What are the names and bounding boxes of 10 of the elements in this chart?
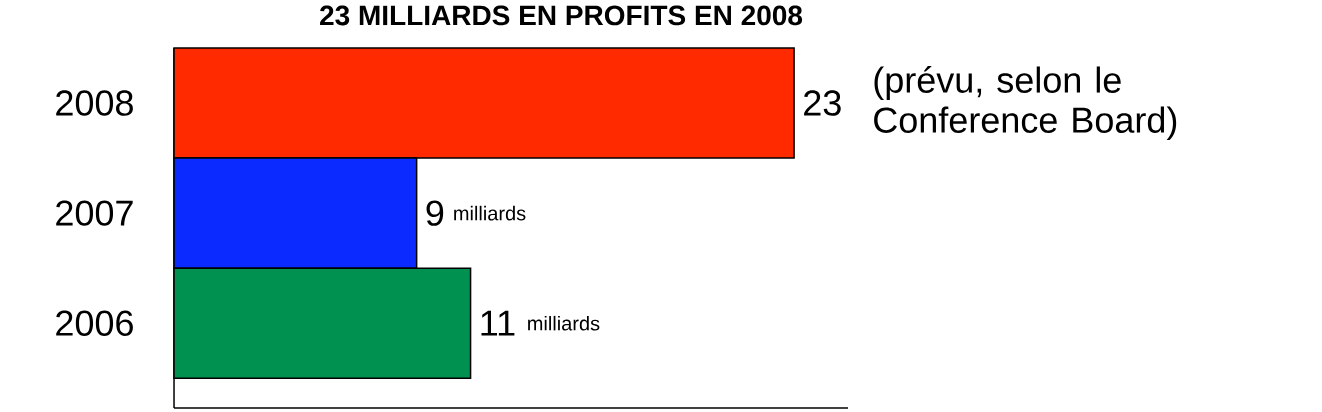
- annotation: milliards: [454, 205, 526, 221]
- y-tick-label: 2008: [56, 90, 133, 116]
- annotation: milliards: [528, 315, 600, 331]
- data-label: 11: [481, 310, 515, 336]
- data-label: 23: [804, 90, 841, 116]
- chart-title: 23 MILLIARDS EN PROFITS EN 2008: [320, 5, 803, 26]
- annotation: (prévu, selon le Conference Board): [874, 66, 1177, 141]
- y-tick-label: 2006: [56, 310, 133, 336]
- y-tick-label: 2007: [56, 200, 133, 226]
- data-label: 9: [426, 200, 444, 226]
